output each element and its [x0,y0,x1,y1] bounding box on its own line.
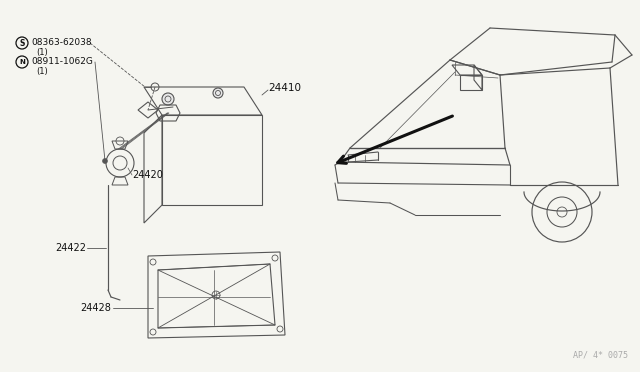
Text: S: S [19,38,25,48]
Text: 08363-62038: 08363-62038 [31,38,92,46]
Text: 24420: 24420 [132,170,163,180]
Text: 24428: 24428 [80,303,111,313]
Text: 24410: 24410 [268,83,301,93]
Text: 24422: 24422 [55,243,86,253]
Text: (1): (1) [36,67,48,76]
Circle shape [162,93,174,105]
Circle shape [102,158,108,164]
Text: 08911-1062G: 08911-1062G [31,57,93,65]
Text: AP/ 4* 0075: AP/ 4* 0075 [573,351,628,360]
Text: N: N [19,59,25,65]
Circle shape [213,88,223,98]
Text: (1): (1) [36,48,48,57]
